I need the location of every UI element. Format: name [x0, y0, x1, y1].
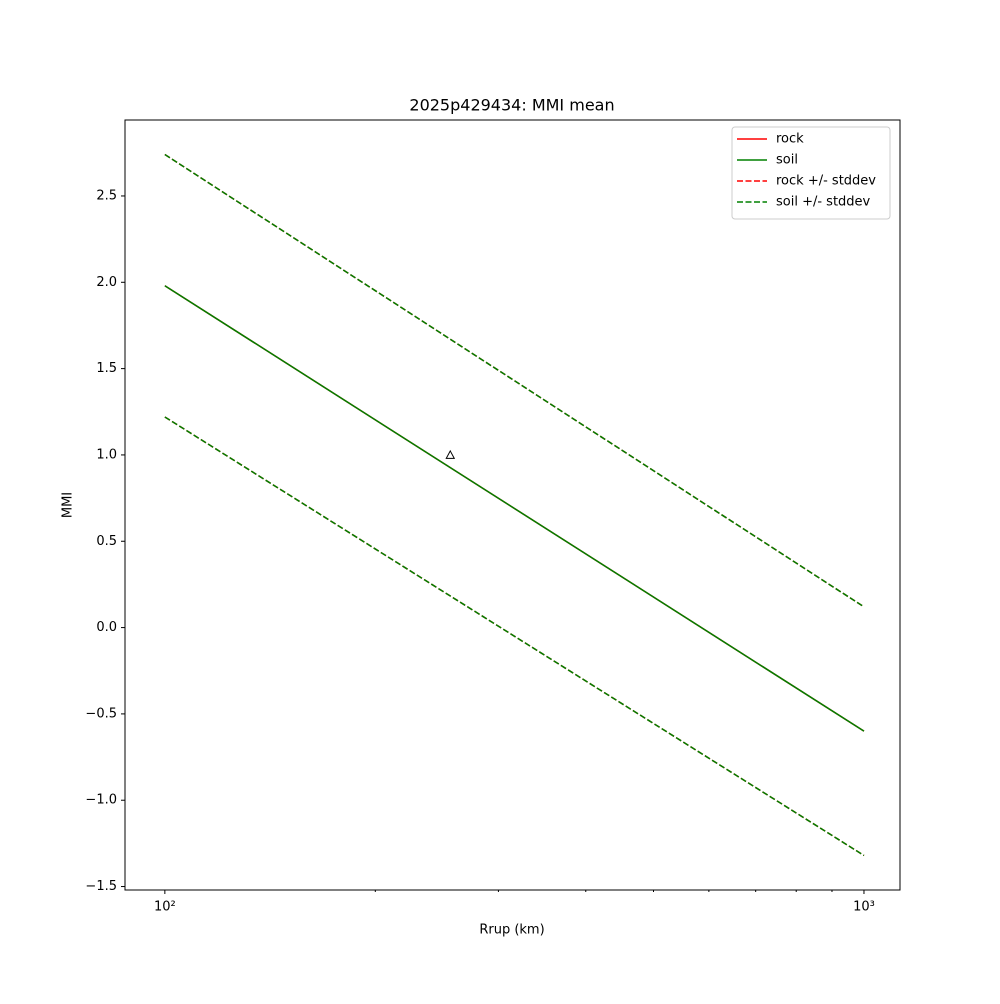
legend: rock soil rock +/- stddev soil +/- stddev [731, 126, 891, 220]
legend-label: soil +/- stddev [776, 195, 871, 210]
y-tick-label: 1.0 [96, 447, 117, 462]
line [164, 416, 865, 857]
x-axis-label: Rrup (km) [479, 923, 544, 938]
legend-label: soil [776, 153, 798, 168]
line [164, 153, 865, 608]
plot-frame [124, 119, 901, 891]
y-tick-label: 2.0 [96, 275, 117, 290]
x-tick-label: 10³ [853, 900, 875, 915]
y-tick-label: −0.5 [85, 706, 117, 721]
y-tick-label: 2.5 [96, 188, 117, 203]
y-tick-label: −1.5 [85, 879, 117, 894]
y-tick-label: 1.5 [96, 361, 117, 376]
y-axis-label: MMI [61, 492, 76, 518]
x-tick-label: 10² [154, 900, 176, 915]
legend-label: rock [776, 132, 804, 147]
y-tick-label: −1.0 [85, 793, 117, 808]
y-tick-label: 0.0 [96, 620, 117, 635]
legend-label: rock +/- stddev [776, 174, 876, 189]
point-marker [445, 449, 456, 459]
legend-box [731, 126, 891, 220]
chart-title: 2025p429434: MMI mean [409, 96, 614, 115]
y-tick-label: 0.5 [96, 534, 117, 549]
line [164, 285, 865, 732]
